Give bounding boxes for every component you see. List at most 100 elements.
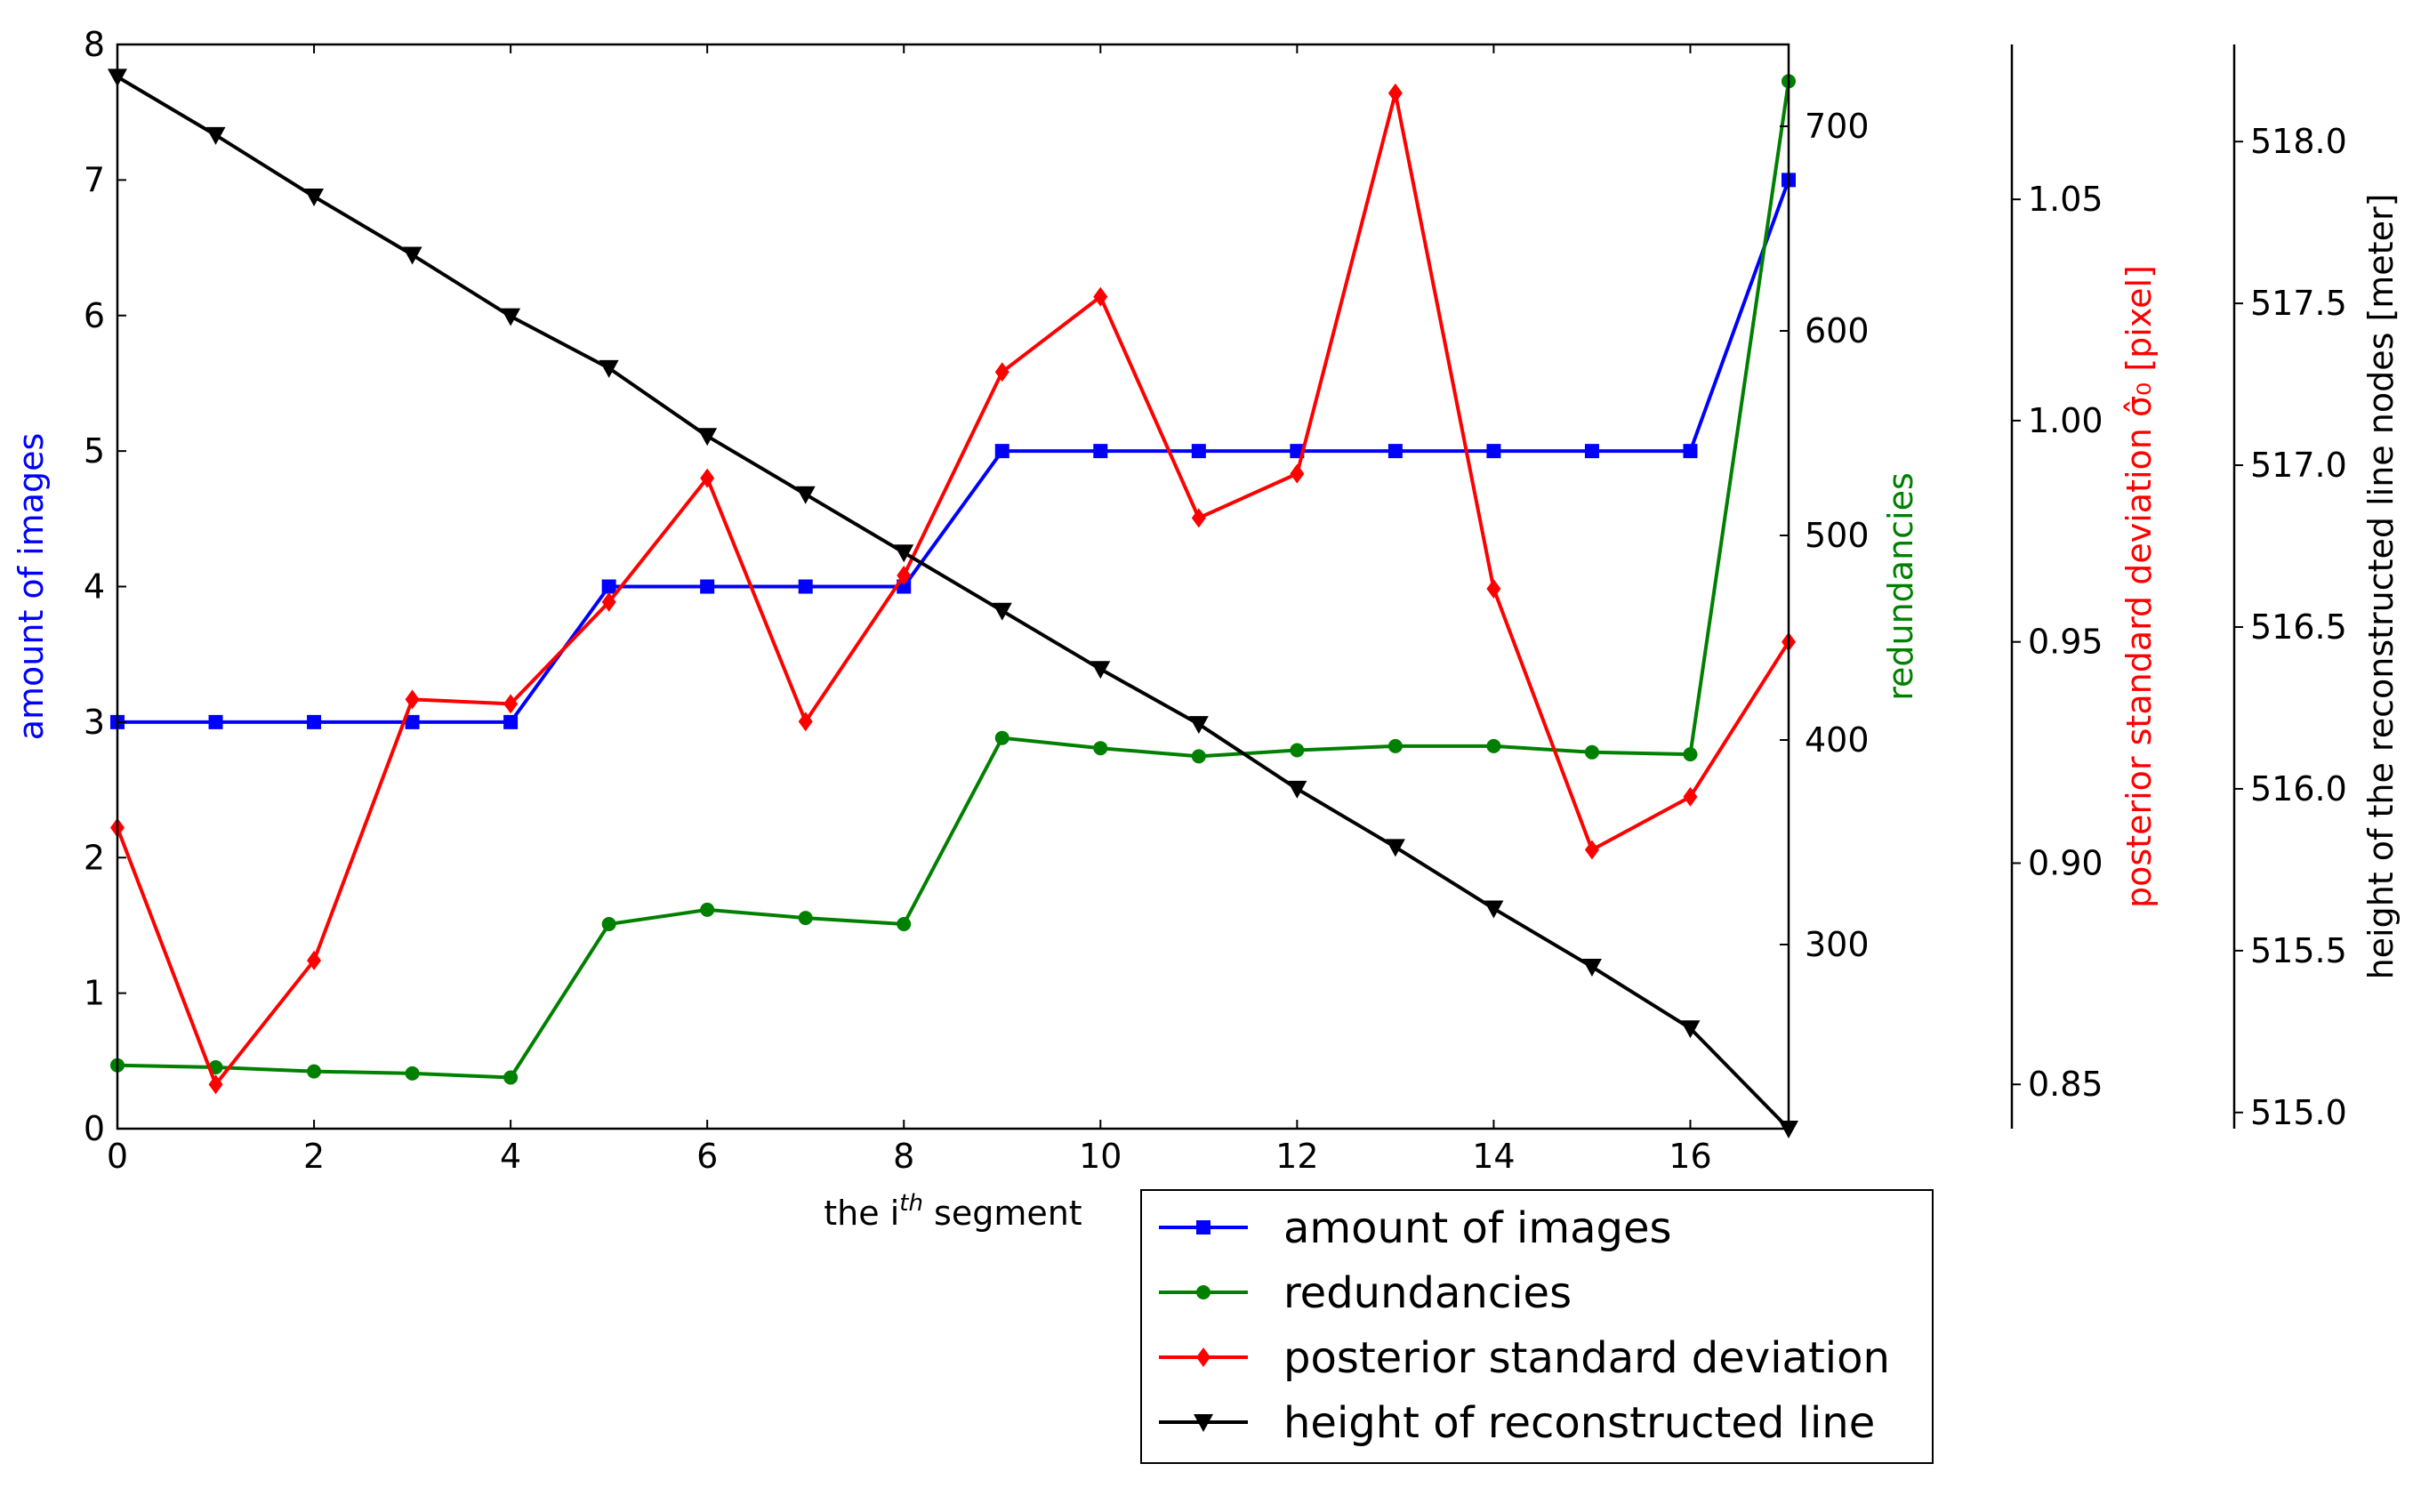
series-0-point-3 (405, 714, 420, 729)
series-2-line (116, 91, 1790, 1087)
right3-tick-label-516: 516.0 (2250, 769, 2347, 808)
legend-label-0: amount of images (1283, 1203, 1672, 1253)
series-1-point-5 (601, 917, 616, 931)
series-1-line (117, 81, 1790, 1080)
series-3-point-9 (992, 602, 1012, 621)
series-2-point-10 (1093, 286, 1108, 307)
right1-axis-label: redundancies (1881, 472, 1920, 701)
series-0-point-4 (503, 714, 519, 729)
right3-tick-label-515: 515.0 (2250, 1093, 2347, 1132)
series-2-point-2 (307, 950, 322, 970)
right3-tick-label-516.5: 516.5 (2250, 607, 2347, 647)
series-0-point-14 (1486, 444, 1501, 459)
right3-tick-label-518: 518.0 (2250, 122, 2347, 161)
series-1-point-10 (1093, 741, 1108, 756)
series-2-point-16 (1683, 786, 1698, 807)
left-tick-label-7: 7 (84, 160, 105, 199)
series-2-point-11 (1191, 508, 1206, 528)
series-3-point-3 (402, 246, 422, 265)
series-2-point-3 (405, 689, 420, 710)
left-tick-label-1: 1 (84, 974, 105, 1013)
series-3-line (116, 75, 1790, 1130)
right3-tick-label-517.5: 517.5 (2250, 284, 2347, 323)
series-2-point-13 (1387, 83, 1403, 103)
left-tick-label-5: 5 (84, 431, 105, 470)
series-3-point-5 (599, 359, 619, 378)
legend: amount of images redundancies posterior st… (1140, 1189, 1934, 1464)
right2-tick-label-0.9: 0.90 (2028, 843, 2103, 882)
left-tick-label-2: 2 (84, 838, 105, 877)
right1-tick-label-300: 300 (1805, 925, 1870, 964)
x-tick-label-4: 4 (500, 1137, 521, 1176)
right2-tick-label-1.05: 1.05 (2028, 180, 2103, 219)
x-tick-label-0: 0 (107, 1137, 128, 1176)
legend-swatch-marker-3 (1194, 1414, 1213, 1432)
series-1-point-12 (1290, 743, 1305, 758)
series-1-point-8 (897, 917, 912, 931)
series-3-point-13 (1385, 839, 1405, 857)
series-1-point-16 (1683, 747, 1698, 762)
right3-tick-label-517: 517.0 (2250, 446, 2347, 485)
right3-tick-label-515.5: 515.5 (2250, 931, 2347, 970)
series-3-point-14 (1484, 900, 1504, 919)
right1-tick-label-700: 700 (1805, 107, 1870, 146)
series-0-point-2 (307, 714, 322, 729)
series-0-point-16 (1683, 444, 1698, 459)
series-1-point-15 (1584, 744, 1599, 760)
series-0-point-10 (1093, 444, 1108, 459)
legend-swatch-marker-1 (1196, 1285, 1210, 1299)
left-tick-label-6: 6 (84, 296, 105, 335)
right2-tick-label-0.85: 0.85 (2028, 1065, 2103, 1104)
series-2-point-12 (1290, 463, 1305, 484)
series-0-point-1 (208, 714, 223, 729)
series-1-point-3 (405, 1066, 420, 1081)
series-0-point-5 (601, 579, 616, 594)
series-2 (110, 83, 1796, 1095)
legend-box (1140, 1189, 1934, 1464)
series-layer (108, 68, 1798, 1138)
series-1-point-7 (798, 911, 813, 926)
series-0-point-9 (994, 444, 1009, 459)
x-axis-label-rest: segment (923, 1194, 1082, 1233)
series-2-point-6 (700, 468, 715, 488)
series-0-point-7 (798, 579, 813, 594)
series-3-point-6 (697, 428, 718, 446)
series-0-point-6 (700, 579, 715, 594)
legend-swatch-marker-2 (1196, 1347, 1210, 1367)
series-1-point-9 (994, 730, 1009, 745)
series-3-point-16 (1680, 1020, 1701, 1039)
right2-axis-label: posterior standard deviation σ̂₀ [pixel] (2119, 265, 2159, 908)
series-1-point-13 (1387, 738, 1403, 753)
series-3-point-7 (795, 486, 816, 504)
legend-label-3: height of reconstructed line (1283, 1398, 1875, 1448)
series-1-point-2 (307, 1064, 322, 1079)
x-tick-label-8: 8 (893, 1137, 914, 1176)
series-3-point-4 (501, 308, 521, 326)
series-3-point-1 (205, 126, 226, 145)
x-axis-label-base: the i (824, 1194, 899, 1233)
series-2-point-14 (1486, 578, 1501, 599)
series-2-point-1 (208, 1074, 223, 1095)
legend-label-2: posterior standard deviation (1283, 1333, 1890, 1383)
right3-axis-label: height of the reconstructed line nodes [… (2361, 194, 2401, 980)
legend-label-1: redundancies (1283, 1268, 1572, 1318)
x-tick-label-16: 16 (1669, 1137, 1711, 1176)
series-3 (108, 68, 1798, 1138)
series-1-point-11 (1191, 749, 1206, 764)
left-tick-label-4: 4 (84, 567, 105, 607)
right1-tick-label-600: 600 (1805, 311, 1870, 350)
series-2-point-7 (798, 712, 813, 732)
x-axis-label-sup: th (899, 1190, 923, 1217)
x-tick-label-10: 10 (1079, 1137, 1122, 1176)
series-2-point-5 (601, 591, 616, 612)
series-1-point-4 (503, 1070, 519, 1085)
series-2-point-4 (503, 694, 519, 714)
series-1-point-14 (1486, 738, 1501, 753)
left-tick-label-8: 8 (84, 25, 105, 64)
legend-swatch-marker-0 (1196, 1220, 1210, 1235)
right2-tick-label-1: 1.00 (2028, 401, 2103, 440)
series-2-point-9 (994, 362, 1009, 382)
x-tick-label-14: 14 (1472, 1137, 1515, 1176)
series-0 (110, 173, 1796, 729)
